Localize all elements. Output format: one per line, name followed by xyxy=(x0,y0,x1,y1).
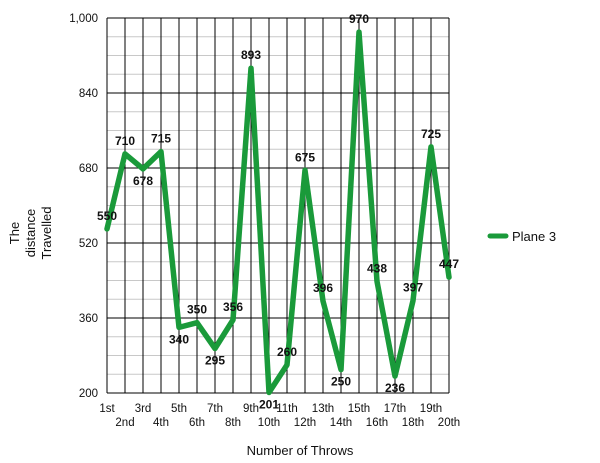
data-label: 397 xyxy=(403,281,423,295)
x-tick-label: 8th xyxy=(225,417,241,429)
x-tick-label: 10th xyxy=(258,417,280,429)
y-axis-title-line-1: The xyxy=(7,222,22,244)
x-tick-label: 1st xyxy=(99,403,115,415)
data-label: 356 xyxy=(223,300,243,314)
data-label: 201 xyxy=(259,398,279,412)
x-tick-label: 4th xyxy=(153,417,169,429)
x-tick-label: 9th xyxy=(243,403,259,415)
y-tick-label: 360 xyxy=(79,313,98,325)
y-tick-label: 840 xyxy=(79,88,98,100)
x-axis-title: Number of Throws xyxy=(247,443,354,458)
x-tick-label: 17th xyxy=(384,403,406,415)
data-label: 710 xyxy=(115,134,135,148)
data-label: 350 xyxy=(187,303,207,317)
x-tick-label: 12th xyxy=(294,417,316,429)
data-label: 893 xyxy=(241,48,261,62)
x-tick-label: 18th xyxy=(402,417,424,429)
data-label: 295 xyxy=(205,353,225,367)
y-tick-label: 1,000 xyxy=(69,13,98,25)
legend: Plane 3 xyxy=(487,229,556,244)
series-plane-3 xyxy=(104,29,452,396)
y-tick-label: 680 xyxy=(79,163,98,175)
data-label: 250 xyxy=(331,375,351,389)
x-tick-label: 19th xyxy=(420,403,442,415)
data-label: 340 xyxy=(169,332,189,346)
data-label: 396 xyxy=(313,281,333,295)
x-tick-label: 20th xyxy=(438,417,460,429)
y-axis-tick-labels: 200 360 520 680 840 1,000 xyxy=(69,13,98,400)
series-line-plane-3 xyxy=(104,29,452,396)
data-labels: 550 710 678 715 340 350 295 356 893 201 260 675 396 2… xyxy=(97,12,459,411)
data-label: 260 xyxy=(277,345,297,359)
data-label: 678 xyxy=(133,174,153,188)
data-label: 725 xyxy=(421,127,441,141)
data-label: 236 xyxy=(385,381,405,395)
data-label: 715 xyxy=(151,132,171,146)
y-axis-title-line-2: distance xyxy=(23,209,38,257)
x-tick-label: 3rd xyxy=(135,403,152,415)
data-label: 970 xyxy=(349,12,369,26)
data-label: 675 xyxy=(295,150,315,164)
legend-label-plane-3: Plane 3 xyxy=(512,229,556,244)
x-tick-label: 5th xyxy=(171,403,187,415)
data-label: 447 xyxy=(439,257,459,271)
grid-lines xyxy=(106,17,450,394)
data-label: 438 xyxy=(367,261,387,275)
x-tick-label: 2nd xyxy=(115,417,134,429)
x-tick-label: 11th xyxy=(276,403,298,415)
x-tick-label: 7th xyxy=(207,403,223,415)
x-tick-label: 13th xyxy=(312,403,334,415)
data-label: 550 xyxy=(97,209,117,223)
y-axis-title-line-3: Travelled xyxy=(39,207,54,260)
y-tick-label: 200 xyxy=(79,388,98,400)
x-tick-label: 6th xyxy=(189,417,205,429)
y-tick-label: 520 xyxy=(79,238,98,250)
x-tick-label: 14th xyxy=(330,417,352,429)
x-tick-label: 16th xyxy=(366,417,388,429)
x-tick-label: 15th xyxy=(348,403,370,415)
